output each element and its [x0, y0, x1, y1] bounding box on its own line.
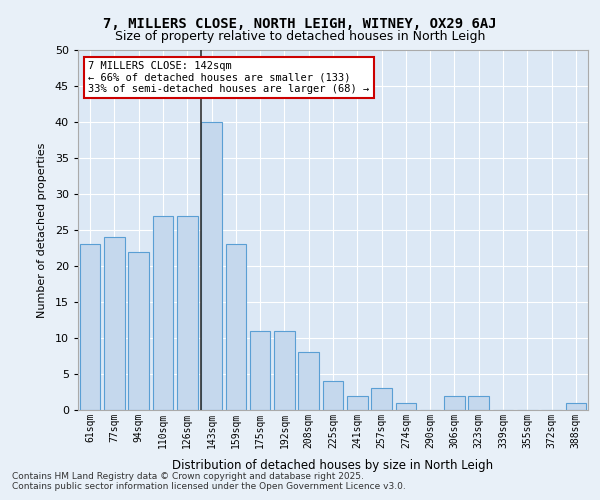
- Bar: [395, 403, 416, 410]
- Bar: [80, 244, 100, 410]
- Bar: [469, 396, 489, 410]
- Text: Contains HM Land Registry data © Crown copyright and database right 2025.
Contai: Contains HM Land Registry data © Crown c…: [12, 472, 406, 491]
- Bar: [177, 216, 197, 410]
- Bar: [104, 237, 125, 410]
- Text: 7, MILLERS CLOSE, NORTH LEIGH, WITNEY, OX29 6AJ: 7, MILLERS CLOSE, NORTH LEIGH, WITNEY, O…: [103, 18, 497, 32]
- Bar: [250, 331, 271, 410]
- Bar: [566, 403, 586, 410]
- Bar: [128, 252, 149, 410]
- Bar: [152, 216, 173, 410]
- Bar: [226, 244, 246, 410]
- Text: Size of property relative to detached houses in North Leigh: Size of property relative to detached ho…: [115, 30, 485, 43]
- Y-axis label: Number of detached properties: Number of detached properties: [37, 142, 47, 318]
- Bar: [371, 388, 392, 410]
- Bar: [347, 396, 368, 410]
- X-axis label: Distribution of detached houses by size in North Leigh: Distribution of detached houses by size …: [172, 459, 494, 472]
- Bar: [444, 396, 465, 410]
- Bar: [201, 122, 222, 410]
- Text: 7 MILLERS CLOSE: 142sqm
← 66% of detached houses are smaller (133)
33% of semi-d: 7 MILLERS CLOSE: 142sqm ← 66% of detache…: [88, 61, 370, 94]
- Bar: [298, 352, 319, 410]
- Bar: [274, 331, 295, 410]
- Bar: [323, 381, 343, 410]
